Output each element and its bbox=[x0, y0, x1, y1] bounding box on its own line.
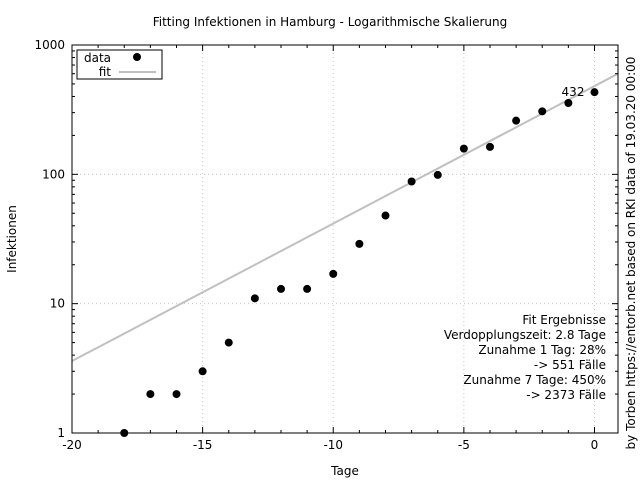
fit-result-line: Verdopplungszeit: 2.8 Tage bbox=[444, 328, 606, 342]
chart-title: Fitting Infektionen in Hamburg - Logarit… bbox=[153, 15, 508, 29]
legend: data fit bbox=[76, 49, 163, 80]
data-point bbox=[224, 338, 233, 347]
data-point bbox=[564, 99, 573, 108]
data-point bbox=[276, 284, 285, 293]
data-point bbox=[250, 294, 259, 303]
legend-marker-data bbox=[133, 53, 141, 61]
legend-entry-data: data bbox=[84, 51, 111, 65]
point-label: 432 bbox=[562, 85, 585, 99]
data-point bbox=[146, 390, 155, 399]
data-point bbox=[355, 239, 364, 248]
x-tick-label: 0 bbox=[591, 438, 599, 452]
fit-line bbox=[71, 72, 619, 362]
data-point bbox=[329, 269, 338, 278]
fit-result-line: Fit Ergebnisse bbox=[522, 313, 606, 327]
points-layer bbox=[120, 88, 599, 437]
x-tick-label: -10 bbox=[323, 438, 343, 452]
fit-layer bbox=[71, 72, 619, 362]
fit-result-line: Zunahme 7 Tage: 450% bbox=[463, 373, 606, 387]
data-point bbox=[198, 367, 207, 376]
y-tick-label: 100 bbox=[42, 167, 65, 181]
y-tick-label: 10 bbox=[50, 297, 65, 311]
fit-results: Fit Ergebnisse Verdopplungszeit: 2.8 Tag… bbox=[444, 313, 606, 402]
y-tick-label: 1 bbox=[57, 426, 65, 440]
fit-result-line: -> 2373 Fälle bbox=[526, 388, 606, 402]
data-point bbox=[485, 142, 494, 151]
fit-result-line: Zunahme 1 Tag: 28% bbox=[478, 343, 606, 357]
x-tick-label: -20 bbox=[62, 438, 82, 452]
x-tick-label: -5 bbox=[458, 438, 470, 452]
fit-result-line: -> 551 Fälle bbox=[534, 358, 606, 372]
data-point bbox=[407, 177, 416, 186]
data-point bbox=[459, 144, 468, 153]
data-point bbox=[590, 88, 599, 97]
data-point bbox=[538, 107, 547, 116]
legend-entry-fit: fit bbox=[99, 65, 112, 79]
data-point bbox=[303, 284, 312, 293]
legend-box bbox=[76, 49, 163, 80]
data-point bbox=[381, 211, 390, 220]
y-ticks: 1 10 100 1000 bbox=[34, 38, 618, 440]
x-ticks: -20 -15 -10 -5 0 bbox=[62, 45, 598, 452]
x-tick-label: -15 bbox=[193, 438, 213, 452]
data-point bbox=[512, 116, 521, 125]
y-tick-label: 1000 bbox=[34, 38, 65, 52]
x-axis-label: Tage bbox=[330, 464, 359, 478]
plot-frame bbox=[71, 44, 619, 434]
data-point bbox=[172, 390, 181, 399]
data-point bbox=[433, 170, 442, 179]
side-note: by Torben https://entorb.net based on RK… bbox=[624, 57, 638, 450]
y-axis-label: Infektionen bbox=[5, 205, 19, 273]
